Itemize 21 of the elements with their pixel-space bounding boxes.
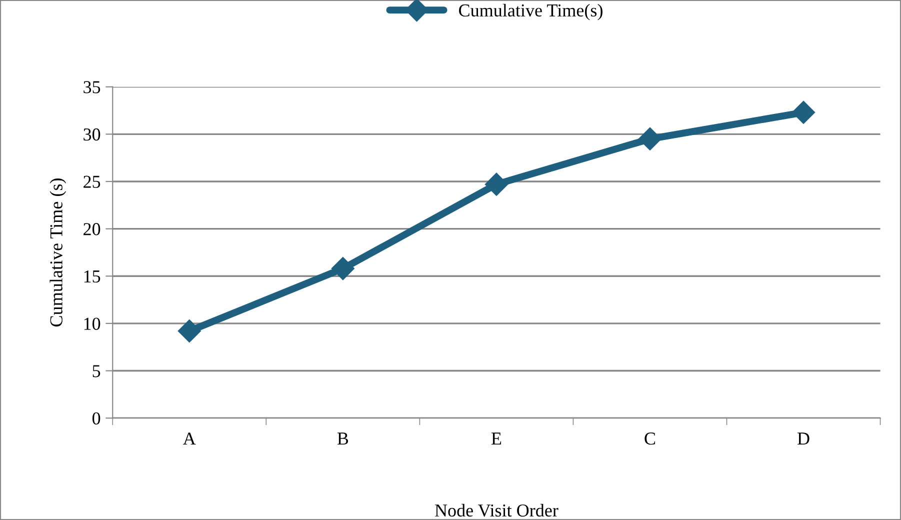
y-tick-label: 30 <box>84 128 100 141</box>
y-tick-label: 0 <box>92 412 100 425</box>
point <box>792 100 816 124</box>
y-tick-label: 15 <box>84 270 100 283</box>
x-tick-label: C <box>644 432 656 445</box>
y-axis-title: Cumulative Time (s) <box>50 178 66 326</box>
x-tick-label: E <box>491 432 502 444</box>
y-tick-label: 10 <box>84 318 100 330</box>
x-tick-label: D <box>798 432 810 445</box>
point <box>178 320 201 343</box>
y-tick-label: 5 <box>92 365 100 378</box>
x-tick-label: B <box>337 432 348 445</box>
legend-label: Cumulative Time(s) <box>459 4 602 20</box>
x-tick-label: A <box>183 432 196 444</box>
point <box>331 257 354 280</box>
x-axis-title: Node Visit Order <box>434 504 558 517</box>
y-tick-label: 20 <box>84 223 100 236</box>
y-tick-label: 25 <box>84 176 100 188</box>
y-tick-label: 35 <box>84 81 100 94</box>
point <box>484 172 508 196</box>
point <box>638 127 662 150</box>
